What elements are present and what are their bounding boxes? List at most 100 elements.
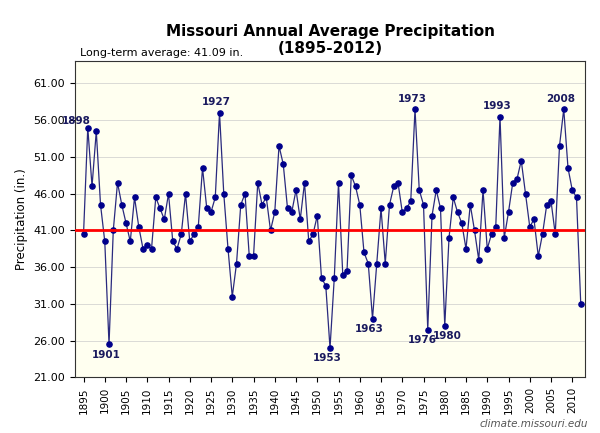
Point xyxy=(125,238,135,245)
Point xyxy=(423,326,433,333)
Point xyxy=(147,246,157,252)
Point xyxy=(113,179,122,186)
Point xyxy=(138,246,148,252)
Point xyxy=(96,201,106,208)
Point xyxy=(470,227,479,234)
Point xyxy=(555,142,565,149)
Point xyxy=(436,205,445,212)
Point xyxy=(453,209,463,216)
Point xyxy=(402,205,412,212)
Point xyxy=(525,223,535,230)
Point xyxy=(79,231,88,238)
Text: 1973: 1973 xyxy=(398,94,427,103)
Point xyxy=(249,253,259,260)
Point xyxy=(440,323,449,330)
Point xyxy=(87,183,97,190)
Point xyxy=(109,227,118,234)
Text: climate.missouri.edu: climate.missouri.edu xyxy=(479,419,588,429)
Point xyxy=(227,293,237,300)
Text: 1976: 1976 xyxy=(408,335,437,345)
Point xyxy=(236,201,245,208)
Point xyxy=(155,205,165,212)
Point xyxy=(559,106,569,113)
Point xyxy=(295,216,305,223)
Point xyxy=(130,194,139,201)
Point xyxy=(478,187,488,194)
Point xyxy=(410,106,420,113)
Point xyxy=(334,179,343,186)
Point xyxy=(393,179,403,186)
Text: 1993: 1993 xyxy=(483,101,512,111)
Point xyxy=(160,216,169,223)
Point xyxy=(474,256,484,263)
Point xyxy=(325,345,335,352)
Point xyxy=(495,113,505,120)
Y-axis label: Precipitation (in.): Precipitation (in.) xyxy=(15,168,28,270)
Point xyxy=(542,201,551,208)
Point xyxy=(83,124,92,131)
Point xyxy=(151,194,161,201)
Point xyxy=(499,234,509,241)
Point xyxy=(223,246,233,252)
Point xyxy=(262,194,271,201)
Point xyxy=(568,187,577,194)
Point xyxy=(211,194,220,201)
Point xyxy=(482,246,492,252)
Point xyxy=(278,161,288,168)
Point xyxy=(181,190,190,197)
Point xyxy=(504,209,514,216)
Point xyxy=(100,238,110,245)
Point xyxy=(546,197,556,204)
Text: 1963: 1963 xyxy=(355,324,384,334)
Point xyxy=(576,301,586,307)
Text: 1927: 1927 xyxy=(202,97,231,107)
Point xyxy=(215,110,224,116)
Point xyxy=(397,209,407,216)
Text: 1980: 1980 xyxy=(433,331,462,341)
Point xyxy=(321,282,331,289)
Point xyxy=(308,231,318,238)
Point xyxy=(142,242,152,249)
Point xyxy=(283,205,292,212)
Point xyxy=(491,223,500,230)
Point xyxy=(91,128,101,135)
Point xyxy=(512,175,522,182)
Point xyxy=(168,238,178,245)
Point xyxy=(415,187,424,194)
Point xyxy=(317,275,326,282)
Point xyxy=(372,260,382,267)
Point xyxy=(185,238,194,245)
Point xyxy=(164,190,173,197)
Point xyxy=(355,201,365,208)
Text: 1898: 1898 xyxy=(62,116,91,126)
Text: 1901: 1901 xyxy=(92,350,121,360)
Point xyxy=(364,260,373,267)
Point xyxy=(206,209,216,216)
Point xyxy=(572,194,581,201)
Point xyxy=(457,220,467,226)
Point xyxy=(538,231,547,238)
Point xyxy=(376,205,386,212)
Point xyxy=(444,234,454,241)
Point xyxy=(287,209,296,216)
Point xyxy=(253,179,263,186)
Point xyxy=(244,253,254,260)
Point xyxy=(487,231,496,238)
Point xyxy=(517,157,526,164)
Point xyxy=(219,190,229,197)
Point xyxy=(232,260,241,267)
Point xyxy=(338,271,347,278)
Point xyxy=(198,165,208,171)
Point xyxy=(427,212,437,219)
Point xyxy=(563,165,573,171)
Text: 1953: 1953 xyxy=(313,353,341,363)
Text: 2008: 2008 xyxy=(547,94,575,103)
Point xyxy=(431,187,441,194)
Point xyxy=(406,197,416,204)
Point xyxy=(359,249,369,256)
Point xyxy=(508,179,518,186)
Point xyxy=(380,260,390,267)
Point xyxy=(466,201,475,208)
Text: Long-term average: 41.09 in.: Long-term average: 41.09 in. xyxy=(80,48,244,58)
Point xyxy=(189,231,199,238)
